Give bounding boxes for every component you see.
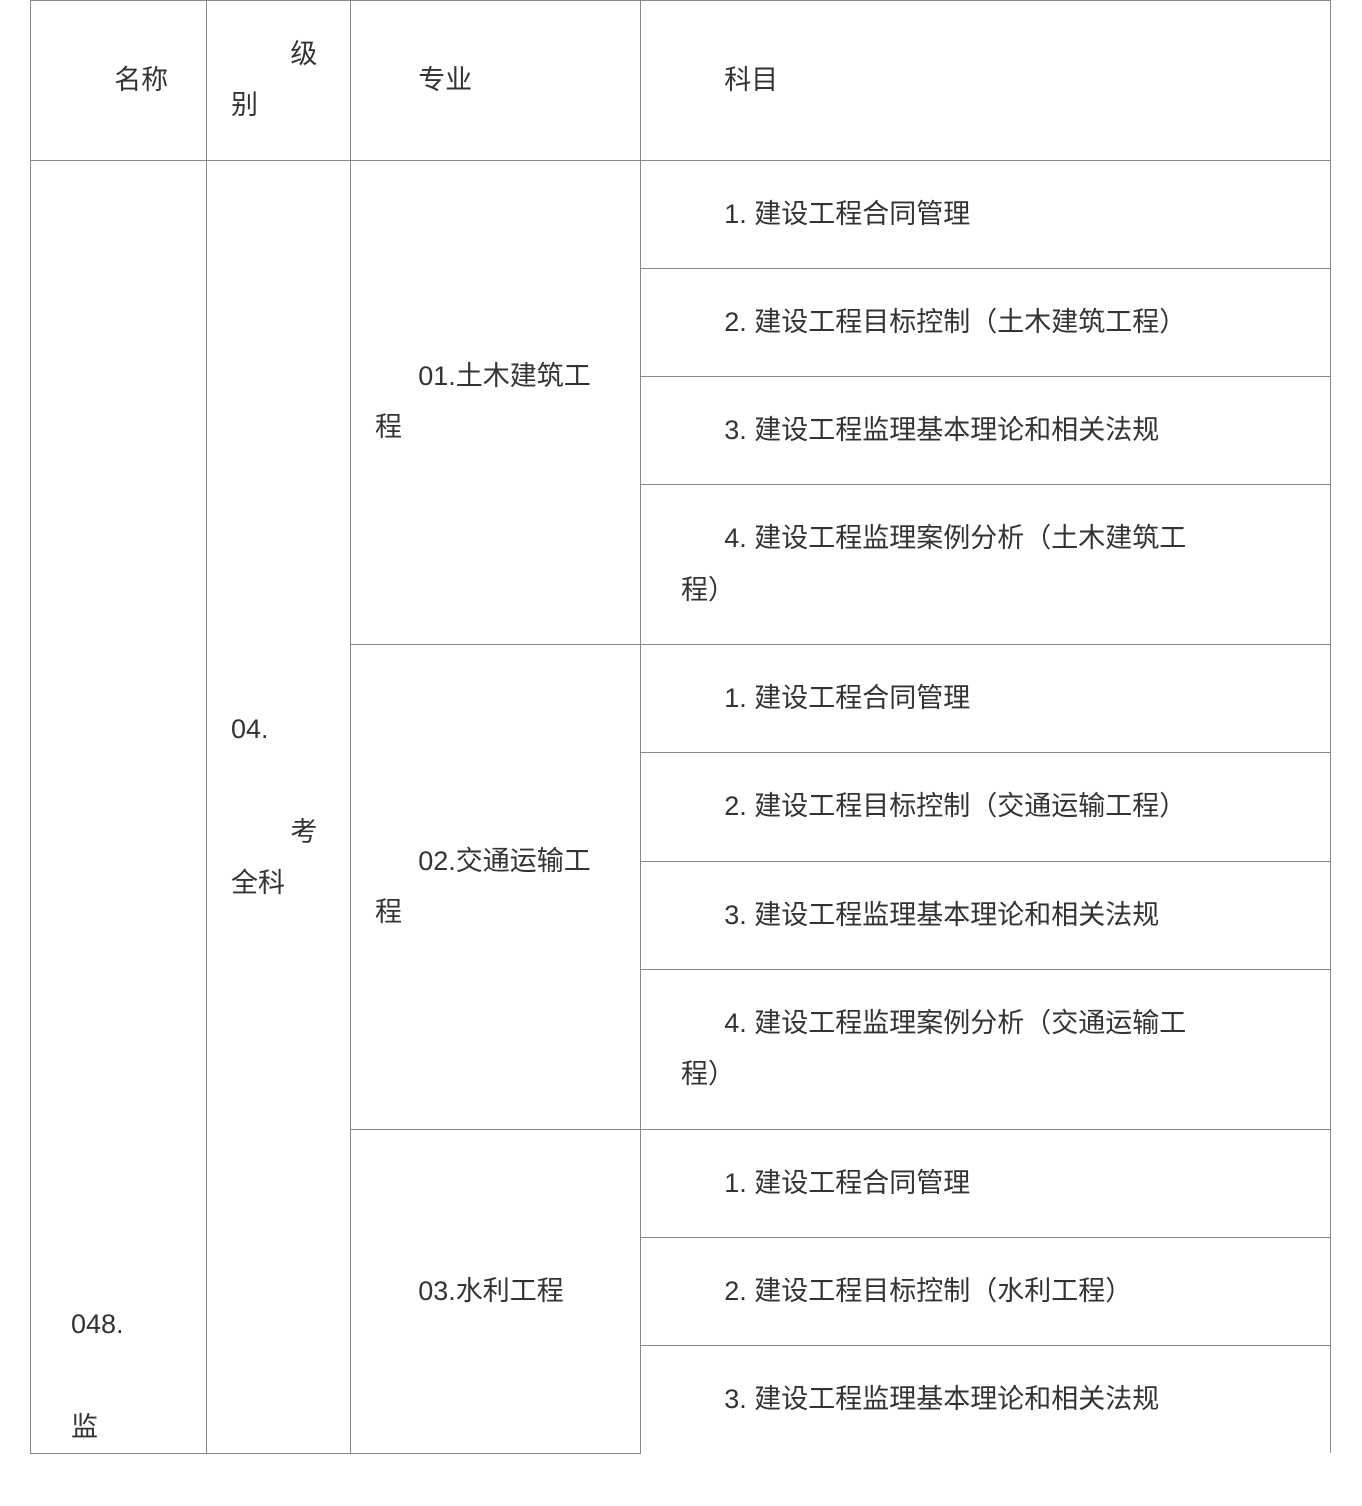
header-level: 级别	[207, 1, 351, 161]
header-subject: 科目	[641, 1, 1331, 161]
subject-cell: 4. 建设工程监理案例分析（土木建筑工程）	[641, 485, 1331, 645]
major-cell-02: 02.交通运输工 程	[351, 645, 641, 1129]
subject-cell: 3. 建设工程监理基本理论和相关法规	[641, 377, 1331, 485]
name-cell: 048. 监	[31, 160, 207, 1453]
subject-cell: 3. 建设工程监理基本理论和相关法规	[641, 1346, 1331, 1454]
subject-cell: 2. 建设工程目标控制（水利工程）	[641, 1237, 1331, 1345]
subject-cell: 1. 建设工程合同管理	[641, 1129, 1331, 1237]
subject-cell: 3. 建设工程监理基本理论和相关法规	[641, 861, 1331, 969]
header-name: 名称	[31, 1, 207, 161]
header-row: 名称 级别 专业 科目	[31, 1, 1331, 161]
subject-cell: 4. 建设工程监理案例分析（交通运输工程）	[641, 969, 1331, 1129]
level-cell: 04. 考 全科	[207, 160, 351, 1453]
subject-cell: 2. 建设工程目标控制（土木建筑工程）	[641, 268, 1331, 376]
subject-cell: 1. 建设工程合同管理	[641, 160, 1331, 268]
major-cell-01: 01.土木建筑工 程	[351, 160, 641, 644]
major-cell-03: 03.水利工程	[351, 1129, 641, 1453]
exam-table: 名称 级别 专业 科目 048. 监 04. 考 全科 01.土木建筑工 程 1…	[30, 0, 1331, 1454]
table-row: 048. 监 04. 考 全科 01.土木建筑工 程 1. 建设工程合同管理	[31, 160, 1331, 268]
subject-cell: 1. 建设工程合同管理	[641, 645, 1331, 753]
header-major: 专业	[351, 1, 641, 161]
subject-cell: 2. 建设工程目标控制（交通运输工程）	[641, 753, 1331, 861]
